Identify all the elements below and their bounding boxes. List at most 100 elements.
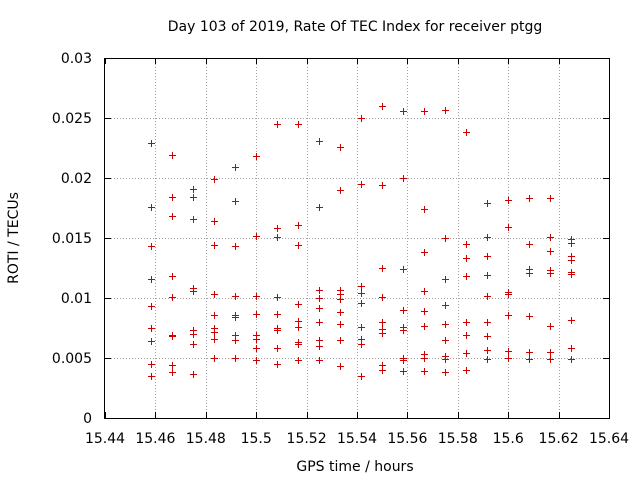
data-point [274, 345, 281, 352]
data-point [190, 194, 197, 201]
data-point [379, 294, 386, 301]
data-point [295, 301, 302, 308]
y-tick-label: 0.02 [61, 171, 92, 187]
data-point [211, 312, 218, 319]
data-point [274, 225, 281, 232]
data-point [148, 325, 155, 332]
data-point [274, 311, 281, 318]
data-point [337, 337, 344, 344]
x-tick-label: 15.44 [85, 431, 125, 447]
y-tick-label: 0.025 [52, 111, 92, 127]
data-point [505, 224, 512, 231]
x-tick-label: 15.58 [438, 431, 478, 447]
data-point [379, 319, 386, 326]
data-point [421, 368, 428, 375]
data-point [379, 265, 386, 272]
data-point [505, 291, 512, 298]
x-tick-label: 15.46 [135, 431, 175, 447]
data-point [400, 175, 407, 182]
data-point [253, 233, 260, 240]
data-point [358, 373, 365, 380]
x-tick-label: 15.64 [589, 431, 629, 447]
x-tick-label: 15.6 [493, 431, 524, 447]
data-point [169, 369, 176, 376]
data-point [253, 153, 260, 160]
data-point [274, 294, 281, 301]
data-point [190, 288, 197, 295]
data-point [211, 336, 218, 343]
data-point [379, 330, 386, 337]
data-point [442, 369, 449, 376]
data-point [253, 293, 260, 300]
data-point [316, 295, 323, 302]
data-point [148, 338, 155, 345]
y-axis-title: ROTI / TECUs [6, 192, 22, 284]
data-point [526, 313, 533, 320]
data-point [169, 362, 176, 369]
data-point [526, 270, 533, 277]
y-tick-label: 0 [83, 411, 92, 427]
data-point [421, 249, 428, 256]
data-point [337, 321, 344, 328]
data-point [442, 337, 449, 344]
data-point [190, 341, 197, 348]
data-point [442, 235, 449, 242]
data-point [232, 164, 239, 171]
data-point [148, 140, 155, 147]
data-point [232, 243, 239, 250]
data-point [358, 115, 365, 122]
data-point [484, 272, 491, 279]
data-point [253, 311, 260, 318]
data-point [484, 200, 491, 207]
data-point [421, 206, 428, 213]
data-point [148, 303, 155, 310]
data-point [505, 355, 512, 362]
data-point [442, 356, 449, 363]
data-point [463, 255, 470, 262]
data-point [316, 204, 323, 211]
y-tick-label: 0.03 [61, 51, 92, 67]
data-point [232, 355, 239, 362]
data-point [421, 355, 428, 362]
data-point [253, 345, 260, 352]
data-point [190, 331, 197, 338]
data-point [463, 273, 470, 280]
data-point [190, 371, 197, 378]
data-point [337, 187, 344, 194]
data-point [211, 218, 218, 225]
x-tick-label: 15.54 [337, 431, 377, 447]
data-point [421, 108, 428, 115]
data-point [148, 243, 155, 250]
data-point [295, 318, 302, 325]
data-point [463, 350, 470, 357]
data-point [148, 276, 155, 283]
data-point [484, 333, 491, 340]
data-point [484, 356, 491, 363]
data-point [505, 348, 512, 355]
data-point [274, 361, 281, 368]
data-point [505, 312, 512, 319]
data-point [568, 240, 575, 247]
data-point [232, 337, 239, 344]
data-point [358, 283, 365, 290]
data-point [190, 186, 197, 193]
data-point [547, 248, 554, 255]
data-point [547, 270, 554, 277]
data-point [316, 319, 323, 326]
data-point [568, 257, 575, 264]
data-point [463, 319, 470, 326]
data-point [295, 121, 302, 128]
plot-frame [104, 58, 610, 419]
x-axis-title: GPS time / hours [296, 459, 413, 475]
data-point [463, 241, 470, 248]
data-point [463, 332, 470, 339]
data-point [232, 293, 239, 300]
data-point [337, 363, 344, 370]
data-point [442, 107, 449, 114]
data-point [421, 288, 428, 295]
data-point [400, 108, 407, 115]
data-point [358, 181, 365, 188]
grid-lines [105, 58, 609, 418]
x-tick-label: 15.48 [186, 431, 226, 447]
data-point [295, 341, 302, 348]
